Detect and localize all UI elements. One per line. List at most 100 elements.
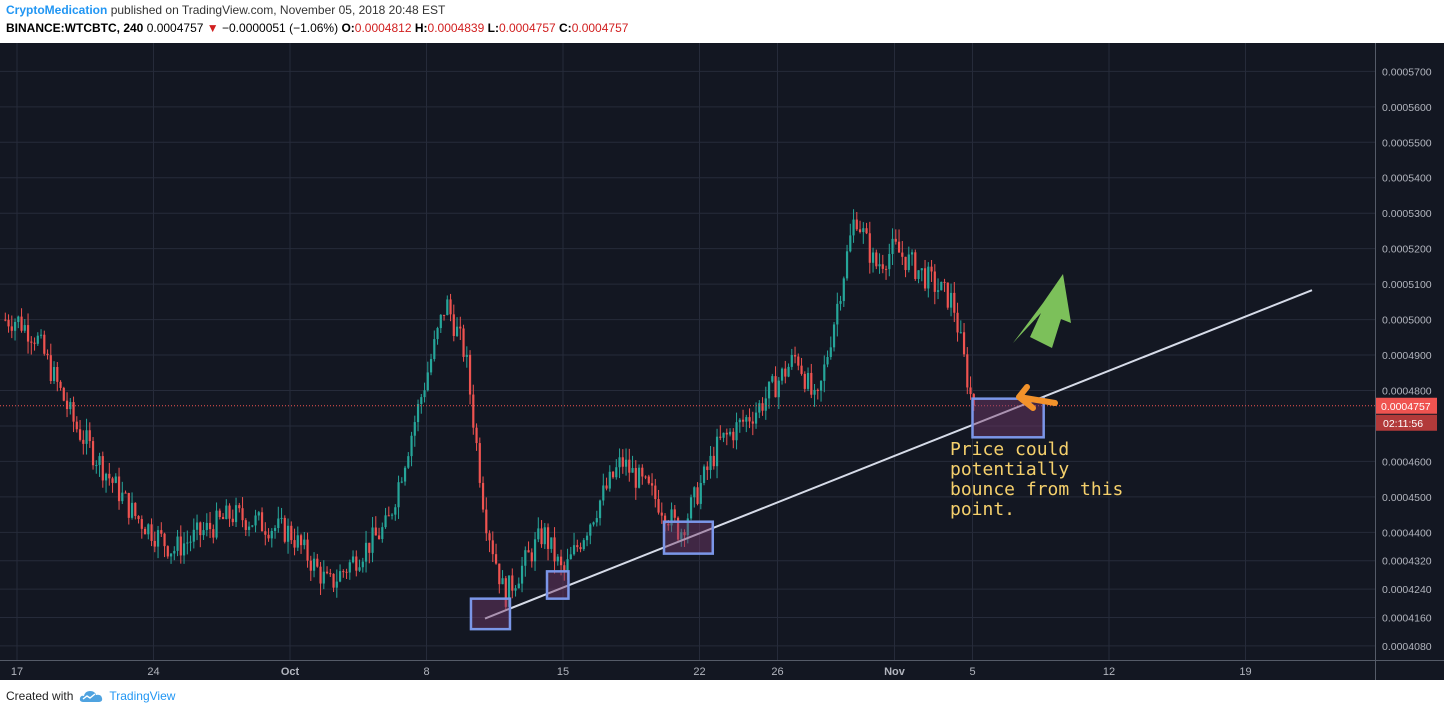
last-price-badge-text: 0.0004757: [1381, 401, 1431, 413]
candle-body: [641, 467, 644, 477]
candle-body: [543, 527, 546, 545]
candle-body: [384, 515, 387, 528]
candle-body: [803, 373, 806, 389]
candle-body: [888, 253, 891, 270]
candle-body: [875, 252, 878, 267]
candle-body: [7, 319, 10, 327]
y-tick-label: 0.0004240: [1382, 584, 1432, 596]
candle-body: [959, 332, 962, 334]
candle-body: [832, 324, 836, 348]
candle-body: [455, 326, 459, 336]
price-change: −0.0000051 (−1.06%): [222, 21, 339, 35]
candle-body: [946, 282, 949, 308]
candle-body: [260, 512, 264, 532]
candle-body: [546, 527, 550, 549]
candle-body: [169, 553, 173, 557]
last-price-badge: 0.0004757 02:11:56: [1376, 397, 1437, 431]
orange-arrow-icon: [1016, 384, 1058, 411]
candle-body: [156, 530, 160, 547]
candle-body: [504, 578, 507, 607]
candle-body: [556, 556, 559, 562]
x-tick-label: 19: [1239, 666, 1251, 678]
candle-body: [949, 292, 953, 308]
candle-body: [251, 525, 254, 527]
candle-body: [338, 571, 342, 582]
candle-body: [303, 539, 306, 546]
candle-body: [709, 455, 712, 471]
candle-body: [390, 514, 394, 516]
candle-body: [858, 229, 862, 233]
tradingview-link[interactable]: TradingView: [109, 689, 176, 703]
candle-body: [764, 398, 767, 411]
candle-body: [748, 417, 751, 422]
candle-body: [358, 567, 361, 571]
chart-background: [0, 43, 1444, 680]
candle-body: [845, 251, 849, 279]
candle-body: [650, 483, 654, 486]
candle-body: [901, 252, 904, 257]
candle-body: [218, 510, 221, 518]
candle-body: [17, 316, 20, 322]
candle-body: [436, 328, 439, 340]
last-price: 0.0004757: [146, 21, 204, 35]
candle-body: [182, 543, 186, 556]
candle-body: [56, 366, 59, 382]
candle-body: [52, 366, 56, 382]
candle-body: [527, 550, 530, 553]
candle-body: [127, 493, 130, 518]
candle-body: [715, 436, 719, 467]
candle-body: [13, 321, 17, 331]
candle-body: [283, 517, 286, 542]
candle-body: [758, 403, 761, 413]
annotation-text: Price could: [950, 439, 1069, 460]
candle-body: [680, 532, 683, 540]
chart-panel[interactable]: Price could potentially bounce from this po…: [0, 43, 1444, 680]
candle-body: [761, 403, 764, 411]
candle-body: [316, 558, 319, 567]
candle-body: [602, 485, 605, 501]
candle-body: [195, 522, 199, 530]
candle-body: [719, 436, 722, 438]
candle-body: [312, 558, 316, 571]
y-tick-label: 0.0004320: [1382, 556, 1432, 568]
candle-body: [741, 419, 745, 422]
candle-body: [927, 266, 930, 289]
close-value: 0.0004757: [571, 21, 629, 35]
candle-body: [101, 456, 104, 481]
y-tick-label: 0.0004400: [1382, 527, 1432, 539]
candle-body: [65, 400, 69, 410]
candle-body: [413, 422, 416, 436]
candle-body: [537, 528, 540, 540]
candle-body: [410, 435, 413, 457]
down-arrow-icon: ▼: [206, 21, 219, 35]
candle-body: [394, 507, 397, 515]
candle-body: [446, 299, 449, 316]
candle-body: [943, 281, 946, 283]
candle-body: [202, 530, 205, 536]
candle-body: [228, 505, 231, 519]
green-up-arrow-icon: [1013, 274, 1071, 348]
candle-body: [702, 466, 706, 483]
author-link[interactable]: CryptoMedication: [6, 3, 108, 17]
candle-body: [91, 441, 95, 466]
candle-body: [231, 518, 234, 523]
candle-body: [852, 219, 855, 236]
candle-body: [345, 571, 348, 573]
candle-body: [914, 252, 917, 279]
candle-body: [790, 355, 793, 367]
candle-body: [969, 387, 972, 395]
candle-body: [829, 347, 832, 357]
open-value: 0.0004812: [354, 21, 412, 35]
candle-body: [26, 325, 30, 342]
candle-body: [637, 467, 641, 488]
candle-body: [459, 326, 462, 329]
candle-body: [920, 268, 923, 271]
high-label: H:: [414, 21, 428, 35]
candle-body: [576, 545, 579, 548]
candle-body: [244, 520, 247, 530]
candle-body: [722, 432, 725, 438]
x-tick-label: 5: [969, 666, 975, 678]
candle-body: [130, 502, 134, 518]
candle-body: [43, 334, 46, 354]
